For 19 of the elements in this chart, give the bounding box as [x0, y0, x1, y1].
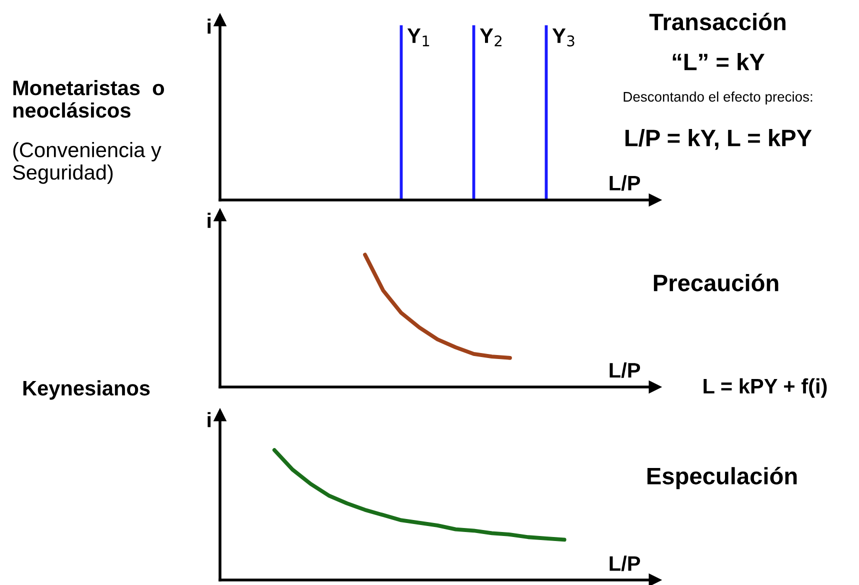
- x-axis-title: L/P: [610, 556, 640, 572]
- annotation: Descontando el efecto precios:: [624, 92, 812, 104]
- x-axis-title: L/P: [610, 362, 640, 378]
- annotation: Transacción: [649, 12, 786, 30]
- text: L = kPY + f(i): [704, 378, 827, 398]
- annotation: Especulación: [647, 466, 797, 490]
- annotation: Precaución: [654, 274, 778, 292]
- text: “L” = kY: [672, 52, 765, 70]
- x-tick-label: Y$_{2}$: [480, 28, 502, 46]
- x-tick-label: Y$_{1}$: [407, 28, 430, 46]
- text: (Conveniencia y Seguridad): [12, 142, 162, 184]
- y-axis-title: i: [208, 412, 211, 428]
- text: Keynesianos: [23, 380, 150, 400]
- annotation: L/P = kY, L = kPY: [626, 128, 812, 150]
- text: Monetaristas o neoclásicos: [13, 80, 164, 118]
- y-axis-title: i: [208, 212, 211, 228]
- x-tick-label: Y$_{3}$: [552, 28, 574, 46]
- x-axis-title: L/P: [610, 175, 640, 191]
- y-axis-title: i: [208, 18, 211, 34]
